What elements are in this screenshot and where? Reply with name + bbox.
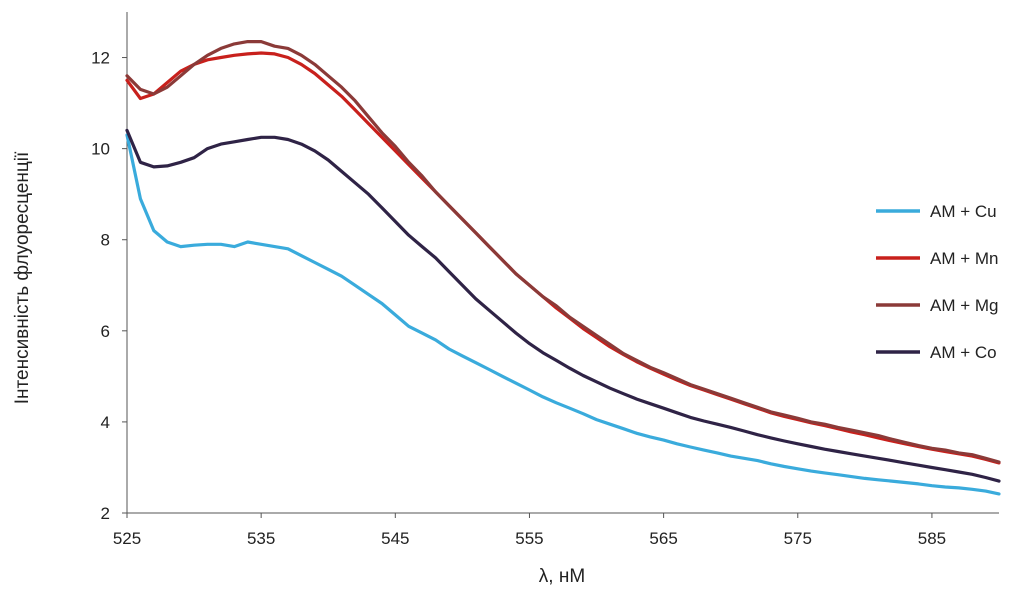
y-tick-label: 8 (101, 231, 110, 250)
series-line-am-mg (125, 40, 1001, 464)
y-tick-label: 6 (101, 322, 110, 341)
x-tick-label: 565 (649, 529, 677, 548)
legend: AM + Cu AM + Mn AM + Mg AM + Co (876, 202, 999, 362)
legend-label-am-mg: AM + Mg (930, 296, 999, 315)
series-line-am-co (125, 128, 1001, 483)
series-line-am-mn (125, 51, 1001, 465)
x-tick-label: 555 (515, 529, 543, 548)
y-tick-label: 12 (91, 49, 110, 68)
series-line-am-cu (125, 133, 1001, 496)
x-tick-label: 575 (784, 529, 812, 548)
y-axis-title: Інтенсивність флуоресценції (12, 151, 33, 404)
x-tick-label: 525 (113, 529, 141, 548)
y-tick-label: 2 (101, 504, 110, 523)
legend-label-am-mn: AM + Mn (930, 249, 999, 268)
axes: 2 4 6 8 10 12 525 535 545 555 565 575 585 (91, 12, 999, 548)
legend-label-am-cu: AM + Cu (930, 202, 997, 221)
legend-label-am-co: AM + Co (930, 343, 997, 362)
y-tick-label: 10 (91, 140, 110, 159)
x-axis-title: λ, нМ (539, 566, 585, 587)
y-tick-label: 4 (101, 413, 110, 432)
x-tick-label: 535 (247, 529, 275, 548)
x-tick-label: 545 (381, 529, 409, 548)
series-layer (125, 40, 1001, 496)
x-tick-label: 585 (918, 529, 946, 548)
